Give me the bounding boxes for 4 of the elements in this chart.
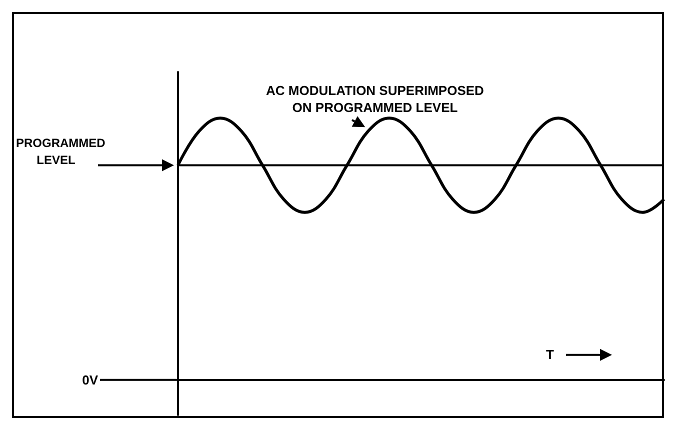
text: AC MODULATION SUPERIMPOSED ON PROGRAMMED LEVEL — [265, 82, 485, 116]
x-axis-title: T — [545, 346, 555, 363]
ref-line-label: 0V — [82, 372, 98, 388]
text: PROGRAMMED LEVEL — [16, 135, 106, 170]
